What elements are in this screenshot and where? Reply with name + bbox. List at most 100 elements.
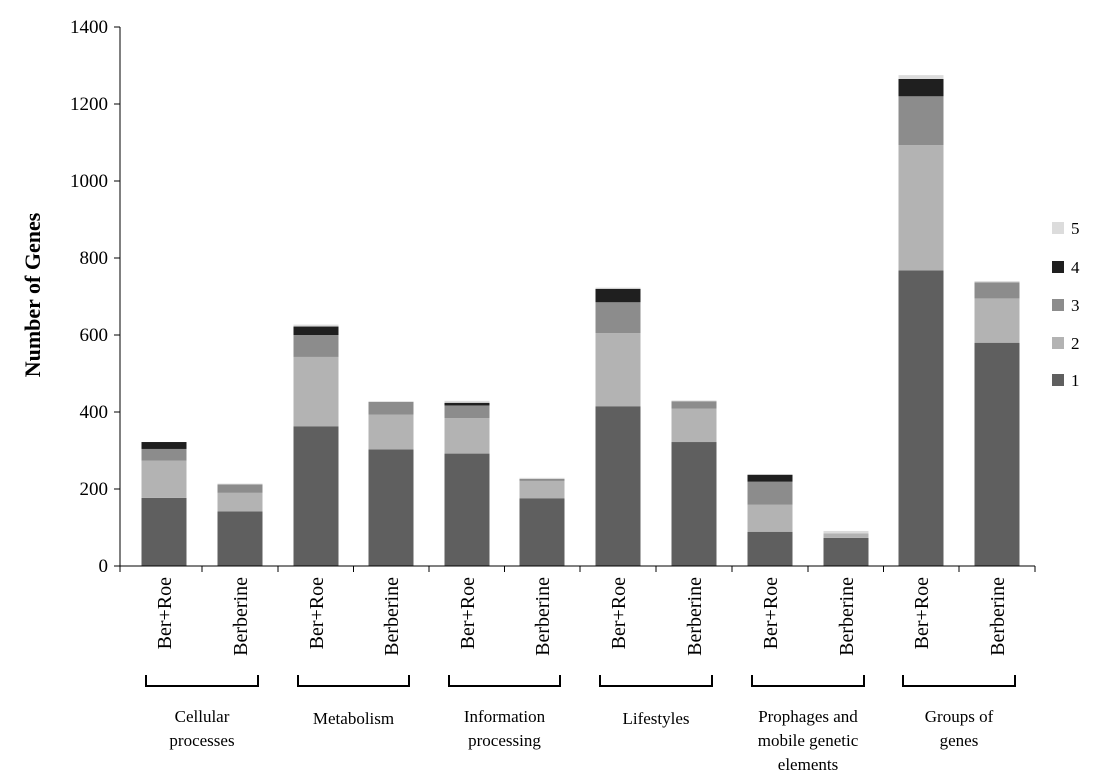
bar-segment-2 — [519, 480, 565, 499]
bar-segment-3 — [217, 484, 263, 493]
group-label: Cellular processes — [169, 707, 234, 750]
y-tick-label: 200 — [80, 479, 109, 500]
bar-segment-3 — [671, 401, 717, 409]
bar-segment-4 — [595, 288, 641, 303]
bar-segment-4 — [444, 402, 490, 406]
bar-segment-2 — [141, 460, 187, 498]
bar-segment-1 — [141, 497, 187, 566]
bars — [141, 75, 1020, 566]
bar-segment-4 — [898, 78, 944, 97]
group-bracket — [297, 675, 410, 687]
bar-segment-2 — [671, 408, 717, 443]
bar-segment-1 — [293, 426, 339, 566]
y-tick-label: 1400 — [70, 17, 108, 38]
bar-segment-5 — [974, 281, 1020, 283]
group-labels: Cellular processes Metabolism Information pr… — [145, 675, 1016, 774]
x-category-label: Ber+Roe — [306, 577, 328, 649]
x-category-label: Berberine — [532, 577, 554, 656]
y-tick-label: 1000 — [70, 171, 108, 192]
bar-segment-1 — [368, 449, 414, 566]
legend-swatch-1 — [1052, 374, 1064, 386]
bar-segment-3 — [519, 478, 565, 481]
group-label-line: genes — [940, 731, 979, 750]
group-label-line: Information — [464, 707, 546, 726]
bar-segment-2 — [974, 298, 1020, 343]
group-label: Lifestyles — [622, 709, 689, 728]
bar-segment-3 — [293, 335, 339, 357]
bar-segment-1 — [671, 442, 717, 566]
bar-segment-5 — [293, 324, 339, 327]
legend: 1 2 3 4 5 — [1052, 219, 1080, 390]
bar-segment-3 — [595, 302, 641, 334]
group-label: Metabolism — [313, 709, 394, 728]
bar-segment-5 — [823, 530, 869, 534]
bar-segment-4 — [293, 326, 339, 335]
group-label-line: Prophages and — [758, 707, 858, 726]
legend-swatch-2 — [1052, 337, 1064, 349]
legend-label-5: 5 — [1071, 219, 1080, 238]
bar-segment-4 — [747, 474, 793, 482]
legend-label-1: 1 — [1071, 371, 1080, 390]
legend-label-3: 3 — [1071, 296, 1080, 315]
legend-label-4: 4 — [1071, 258, 1080, 277]
bar-segment-1 — [519, 498, 565, 566]
x-category-label: Ber+Roe — [457, 577, 479, 649]
group-label: Information processing — [464, 707, 546, 750]
bar-segment-5 — [444, 400, 490, 403]
y-tick-label: 400 — [80, 402, 109, 423]
bar-segment-3 — [141, 448, 187, 461]
y-tick-label: 600 — [80, 325, 109, 346]
group-bracket — [751, 675, 865, 687]
x-category-label: Berberine — [230, 577, 252, 656]
group-label-line: processes — [169, 731, 234, 750]
bar-segment-1 — [217, 511, 263, 566]
bar-segment-2 — [444, 418, 490, 454]
group-label-line: Lifestyles — [622, 709, 689, 728]
bar-segment-3 — [368, 401, 414, 415]
bar-segment-3 — [444, 405, 490, 419]
group-label-line: Groups of — [925, 707, 994, 726]
y-axis-title: Number of Genes — [20, 212, 45, 377]
bar-segment-2 — [293, 356, 339, 427]
group-label-line: elements — [778, 755, 838, 774]
bar-segment-1 — [823, 537, 869, 566]
bar-segment-1 — [974, 342, 1020, 566]
bar-segment-2 — [595, 333, 641, 407]
legend-swatch-4 — [1052, 261, 1064, 273]
bar-segment-2 — [823, 533, 869, 538]
x-category-label: Ber+Roe — [154, 577, 176, 649]
bar-segment-1 — [444, 453, 490, 566]
bar-segment-3 — [747, 481, 793, 505]
x-category-label: Berberine — [684, 577, 706, 656]
bar-segment-5 — [898, 75, 944, 79]
y-axis: 0 200 400 600 800 1000 1200 1400 — [70, 17, 121, 577]
bar-segment-2 — [747, 504, 793, 532]
bar-segment-2 — [898, 145, 944, 271]
x-category-label: Berberine — [381, 577, 403, 656]
group-bracket — [902, 675, 1016, 687]
bar-segment-1 — [595, 406, 641, 566]
bar-segment-2 — [217, 492, 263, 512]
group-label: Prophages and mobile genetic elements — [758, 707, 859, 774]
group-bracket — [448, 675, 561, 687]
group-label-line: processing — [468, 731, 541, 750]
group-label: Groups of genes — [925, 707, 994, 750]
bar-segment-4 — [141, 442, 187, 449]
y-tick-label: 0 — [99, 556, 109, 577]
x-category-label: Berberine — [987, 577, 1009, 656]
bar-segment-5 — [519, 477, 565, 479]
x-category-label: Berberine — [836, 577, 858, 656]
group-label-line: Metabolism — [313, 709, 394, 728]
group-label-line: mobile genetic — [758, 731, 859, 750]
legend-label-2: 2 — [1071, 334, 1080, 353]
bar-segment-1 — [747, 531, 793, 566]
bar-segment-5 — [368, 401, 414, 402]
x-category-label: Ber+Roe — [608, 577, 630, 649]
x-category-label: Ber+Roe — [760, 577, 782, 649]
bar-segment-1 — [898, 270, 944, 566]
bar-segment-3 — [898, 96, 944, 146]
group-bracket — [145, 675, 259, 687]
group-bracket — [599, 675, 713, 687]
bar-segment-5 — [595, 287, 641, 289]
